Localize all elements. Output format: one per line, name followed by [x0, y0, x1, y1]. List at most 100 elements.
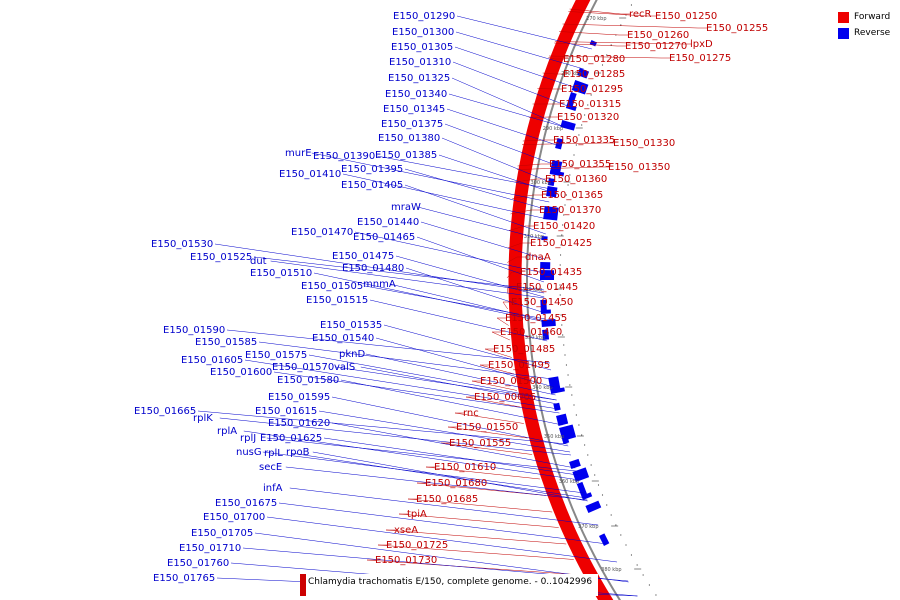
forward-gene-label: E150_01350: [608, 162, 670, 173]
reverse-leader-line: [364, 285, 546, 320]
forward-leader-line: [517, 163, 551, 167]
minor-tick: [601, 494, 604, 496]
reverse-leader-line: [285, 466, 588, 501]
reverse-leader-line: [376, 155, 552, 190]
reverse-leader-line: [365, 353, 556, 396]
minor-tick: [636, 564, 638, 566]
reverse-leader-line: [405, 267, 546, 314]
reverse-leader-line: [340, 379, 563, 426]
forward-gene-label: E150_00005: [474, 392, 536, 403]
minor-tick: [559, 284, 561, 286]
minor-tick: [561, 234, 563, 236]
forward-leader-line: [407, 498, 553, 513]
reverse-gene-label: valS: [334, 362, 355, 373]
minor-tick: [575, 144, 577, 146]
forward-gene-label: dnaA: [525, 252, 551, 263]
forward-gene-label: E150_01445: [516, 282, 578, 293]
reverse-gene-block: [581, 492, 593, 500]
reverse-gene-label: E150_01665: [134, 406, 196, 417]
reverse-gene-block: [565, 104, 577, 111]
reverse-gene-block: [553, 402, 561, 411]
minor-tick: [601, 64, 604, 66]
reverse-gene-label: E150_01700: [203, 512, 265, 523]
forward-gene-label: E150_01495: [488, 360, 550, 371]
reverse-gene-block: [556, 413, 569, 426]
forward-gene-label: E150_01360: [545, 174, 607, 185]
reverse-gene-label: E150_01465: [353, 232, 415, 243]
forward-leader-line: [377, 544, 574, 560]
minor-tick: [587, 454, 589, 456]
backbone-arc: [526, 0, 622, 600]
minor-tick: [573, 154, 575, 156]
reverse-gene-label: E150_01620: [268, 418, 330, 429]
minor-tick: [597, 484, 600, 486]
reverse-gene-block: [571, 80, 589, 95]
forward-leader-line: [548, 57, 565, 60]
reverse-gene-block: [540, 270, 555, 280]
reverse-leader-line: [335, 366, 557, 401]
forward-gene-label: E150_01355: [549, 159, 611, 170]
forward-leader-line: [454, 412, 524, 424]
minor-tick: [560, 244, 562, 246]
reverse-leader-line: [342, 173, 548, 220]
reverse-leader-line: [323, 437, 578, 476]
reverse-gene-label: E150_01410: [279, 169, 341, 180]
minor-tick: [565, 194, 568, 196]
reverse-gene-block: [540, 262, 551, 270]
minor-tick: [590, 94, 592, 96]
reverse-leader-line: [416, 236, 545, 283]
reverse-gene-block: [547, 178, 555, 186]
minor-tick: [610, 514, 612, 516]
minor-tick: [559, 294, 561, 296]
reverse-gene-label: E150_01475: [332, 251, 394, 262]
forward-gene-label: E150_01420: [533, 221, 595, 232]
reverse-gene-label: E150_01585: [195, 337, 257, 348]
reverse-leader-line: [331, 422, 576, 469]
reverse-leader-line: [278, 502, 608, 545]
minor-tick: [584, 444, 586, 446]
reverse-gene-label: E150_01675: [215, 498, 277, 509]
reverse-leader-line: [451, 77, 565, 128]
reverse-gene-label: E150_01765: [153, 573, 215, 584]
minor-tick: [655, 594, 657, 596]
minor-tick: [606, 504, 608, 506]
reverse-leader-line: [289, 487, 599, 526]
forward-leader-line: [385, 529, 567, 545]
reverse-leader-line: [417, 206, 546, 241]
forward-leader-line: [465, 396, 521, 408]
minor-tick: [567, 374, 569, 376]
minor-tick: [581, 434, 583, 436]
forward-gene-label: E150_01285: [563, 69, 625, 80]
reverse-gene-block: [550, 387, 565, 394]
minor-tick: [561, 324, 563, 326]
reverse-leader-line: [444, 123, 556, 166]
scale-tick-label: 270 kbp: [586, 16, 606, 22]
label-leader-lines: [197, 8, 708, 597]
minor-tick: [594, 474, 596, 476]
forward-leader-line: [398, 513, 559, 528]
reverse-leader-line: [420, 221, 545, 260]
forward-gene-label: E150_01255: [706, 23, 768, 34]
forward-leader-line: [447, 426, 528, 439]
strand-legend: Forward Reverse: [838, 9, 890, 41]
reverse-gene-block: [562, 438, 570, 444]
minor-tick: [563, 214, 565, 216]
legend-forward-label: Forward: [854, 12, 891, 22]
reverse-gene-label: E150_01300: [392, 27, 454, 38]
reverse-gene-label: E150_01590: [163, 325, 225, 336]
scale-tick-label: 280 kbp: [561, 71, 581, 77]
minor-tick: [571, 394, 573, 396]
reverse-leader-line: [254, 532, 629, 583]
minor-tick: [590, 464, 592, 466]
reverse-gene-block: [546, 186, 558, 198]
forward-gene-label: E150_01485: [493, 344, 555, 355]
minor-tick: [562, 224, 564, 226]
reverse-gene-label: E150_01505: [301, 281, 363, 292]
forward-gene-label: E150_01275: [669, 53, 731, 64]
reverse-gene-label: E150_01615: [255, 406, 317, 417]
minor-tick: [610, 44, 612, 46]
forward-leader-line: [425, 466, 540, 480]
reverse-leader-line: [253, 256, 545, 291]
forward-gene-label: xseA: [394, 525, 418, 536]
minor-tick: [564, 354, 566, 356]
